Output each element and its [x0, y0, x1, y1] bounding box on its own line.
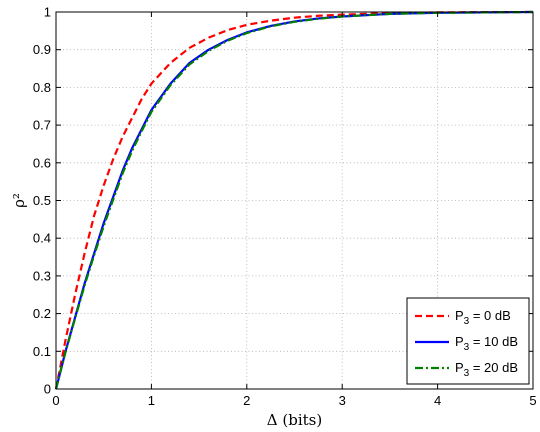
legend-label-sub: 3 — [464, 368, 470, 379]
y-tick-label: 0.1 — [33, 344, 51, 359]
y-tick-label: 0.4 — [33, 231, 51, 246]
y-tick-label: 0.5 — [33, 193, 51, 208]
grid-lines — [56, 12, 533, 389]
series-line-0 — [54, 10, 534, 390]
y-tick-label: 0.3 — [33, 268, 51, 283]
y-axis-label: ρ² — [10, 193, 28, 208]
legend-label-sub: 3 — [464, 316, 470, 327]
y-tick-label: 0.2 — [33, 306, 51, 321]
x-tick-label: 0 — [52, 393, 59, 408]
series-group — [54, 10, 534, 390]
legend-label-rest: = 20 dB — [469, 360, 518, 375]
y-tick-label: 0.8 — [33, 80, 51, 95]
y-tick-label: 0.7 — [33, 118, 51, 133]
series-line-2 — [54, 10, 534, 390]
x-axis-label: Δ (bits) — [267, 411, 322, 429]
y-tick-label: 0.6 — [33, 155, 51, 170]
legend-label-rest: = 0 dB — [469, 308, 511, 323]
legend-label-main: P — [455, 334, 464, 349]
legend-label-rest: = 10 dB — [469, 334, 518, 349]
x-tick-label: 4 — [434, 393, 441, 408]
legend-label-main: P — [455, 360, 464, 375]
y-tick-label: 1 — [44, 5, 51, 20]
legend-label-2: P3 = 20 dB — [455, 360, 518, 379]
legend-label-0: P3 = 0 dB — [455, 308, 511, 327]
x-tick-label: 3 — [339, 393, 346, 408]
y-tick-label: 0 — [44, 382, 51, 397]
y-tick-label: 0.9 — [33, 42, 51, 57]
legend-label-sub: 3 — [464, 342, 470, 353]
legend-label-1: P3 = 10 dB — [455, 334, 518, 353]
x-tick-label: 5 — [529, 393, 536, 408]
x-tick-label: 2 — [243, 393, 250, 408]
x-tick-label: 1 — [148, 393, 155, 408]
legend-label-main: P — [455, 308, 464, 323]
axis-ticks: 0 1 2 3 4 5 0 0.1 0.2 0.3 0.4 0.5 0.6 0.7 0.8 0.9 1 — [33, 5, 537, 409]
